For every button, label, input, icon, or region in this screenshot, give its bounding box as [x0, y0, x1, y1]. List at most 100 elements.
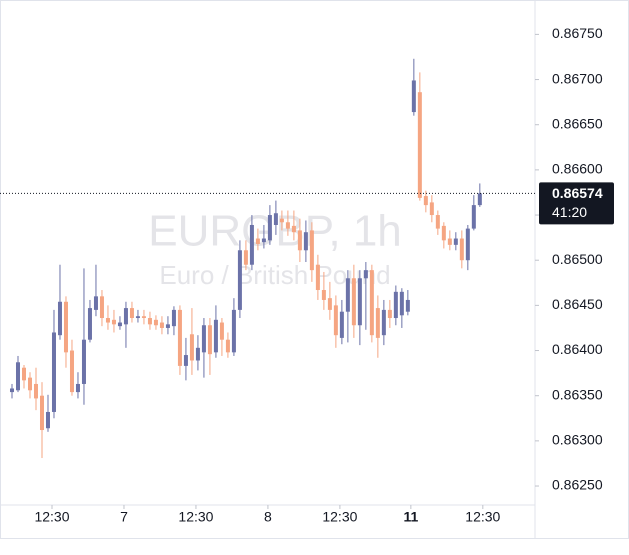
candle-body: [327, 298, 332, 310]
candle-body: [447, 238, 452, 245]
candle-body: [315, 264, 320, 291]
candle-body: [159, 322, 164, 328]
y-tick-label: 0.86750: [552, 25, 603, 41]
candle-body: [57, 301, 62, 336]
candle-body: [321, 290, 326, 300]
candle-body: [261, 238, 266, 243]
candle-body: [237, 250, 242, 310]
y-tick-label: 0.86400: [552, 341, 603, 357]
y-tick-label: 0.86500: [552, 251, 603, 267]
candle-body: [51, 332, 56, 412]
candle-body: [177, 309, 182, 366]
candle-body: [429, 202, 434, 216]
y-tick-label: 0.86650: [552, 115, 603, 131]
candle-body: [27, 377, 32, 391]
candle-body: [309, 230, 314, 271]
candle-body: [207, 325, 212, 355]
candle-body: [411, 80, 416, 113]
x-tick-label: 11: [403, 509, 418, 525]
candle-body: [357, 278, 362, 326]
candle-body: [387, 309, 392, 319]
candle-body: [39, 395, 44, 431]
candle-body: [345, 278, 350, 312]
candle-body: [171, 309, 176, 327]
candle-body: [399, 291, 404, 316]
y-tick-label: 0.86700: [552, 70, 603, 86]
candle-body: [93, 296, 98, 310]
x-tick-label: 12:30: [178, 509, 213, 525]
candle-body: [117, 322, 122, 327]
x-tick-label: 12:30: [322, 509, 357, 525]
candle-body: [243, 250, 248, 265]
candle-body: [213, 319, 218, 353]
candle-body: [219, 322, 224, 340]
candle-body: [471, 205, 476, 229]
candle-body: [87, 308, 92, 340]
candle-body: [165, 324, 170, 328]
candle-body: [111, 319, 116, 325]
candle-body: [453, 238, 458, 245]
y-tick-label: 0.86300: [552, 432, 603, 448]
candle-body: [435, 215, 440, 229]
candle-body: [75, 383, 80, 393]
candle-body: [63, 301, 68, 353]
candle-body: [459, 238, 464, 261]
candle-body: [201, 325, 206, 353]
candle-body: [477, 193, 482, 206]
candle-body: [129, 308, 134, 319]
candle-body: [255, 238, 260, 244]
y-tick-label: 0.86600: [552, 161, 603, 177]
x-tick-label: 7: [120, 509, 128, 525]
candle-body: [297, 230, 302, 251]
x-tick-label: 12:30: [465, 509, 500, 525]
candle-body: [369, 270, 374, 336]
candle-body: [339, 311, 344, 338]
candle-body: [285, 222, 290, 229]
candle-body: [303, 232, 308, 251]
candle-body: [417, 92, 422, 198]
last-price-box: [539, 182, 614, 225]
y-tick-label: 0.86250: [552, 477, 603, 493]
candle-body: [423, 196, 428, 206]
candle-body: [123, 308, 128, 325]
candle-body: [333, 305, 338, 336]
candle-body: [135, 316, 140, 319]
candle-body: [441, 225, 446, 241]
candle-body: [405, 299, 410, 312]
candle-body: [279, 218, 284, 223]
candle-body: [393, 291, 398, 319]
candle-body: [375, 308, 380, 338]
last-price-label: 0.86574: [552, 185, 603, 201]
candle-body: [21, 367, 26, 381]
candle-body: [33, 383, 38, 399]
candle-body: [105, 318, 110, 323]
candle-body: [249, 224, 254, 265]
candle-body: [351, 278, 356, 326]
candle-body: [99, 296, 104, 319]
candle-body: [15, 362, 20, 391]
y-tick-label: 0.86350: [552, 386, 603, 402]
candle-body: [69, 350, 74, 393]
chart-frame: [0, 0, 629, 539]
candle-body: [465, 228, 470, 261]
candle-body: [45, 411, 50, 429]
candle-body: [195, 347, 200, 361]
candle-body: [153, 319, 158, 326]
candle-body: [9, 388, 14, 393]
x-tick-label: 8: [264, 509, 272, 525]
candle-body: [231, 309, 236, 353]
candle-body: [291, 225, 296, 233]
y-tick-label: 0.86450: [552, 296, 603, 312]
candle-body: [267, 215, 272, 241]
candle-body: [225, 339, 230, 353]
candle-body: [189, 334, 194, 361]
candle-body: [141, 316, 146, 319]
candle-body: [81, 339, 86, 384]
candle-body: [363, 270, 368, 279]
candle-body: [381, 309, 386, 336]
watermark-description: Euro / British Pound: [159, 260, 390, 290]
candle-body: [183, 355, 188, 366]
candle-body: [147, 318, 152, 325]
candle-body: [273, 213, 278, 225]
